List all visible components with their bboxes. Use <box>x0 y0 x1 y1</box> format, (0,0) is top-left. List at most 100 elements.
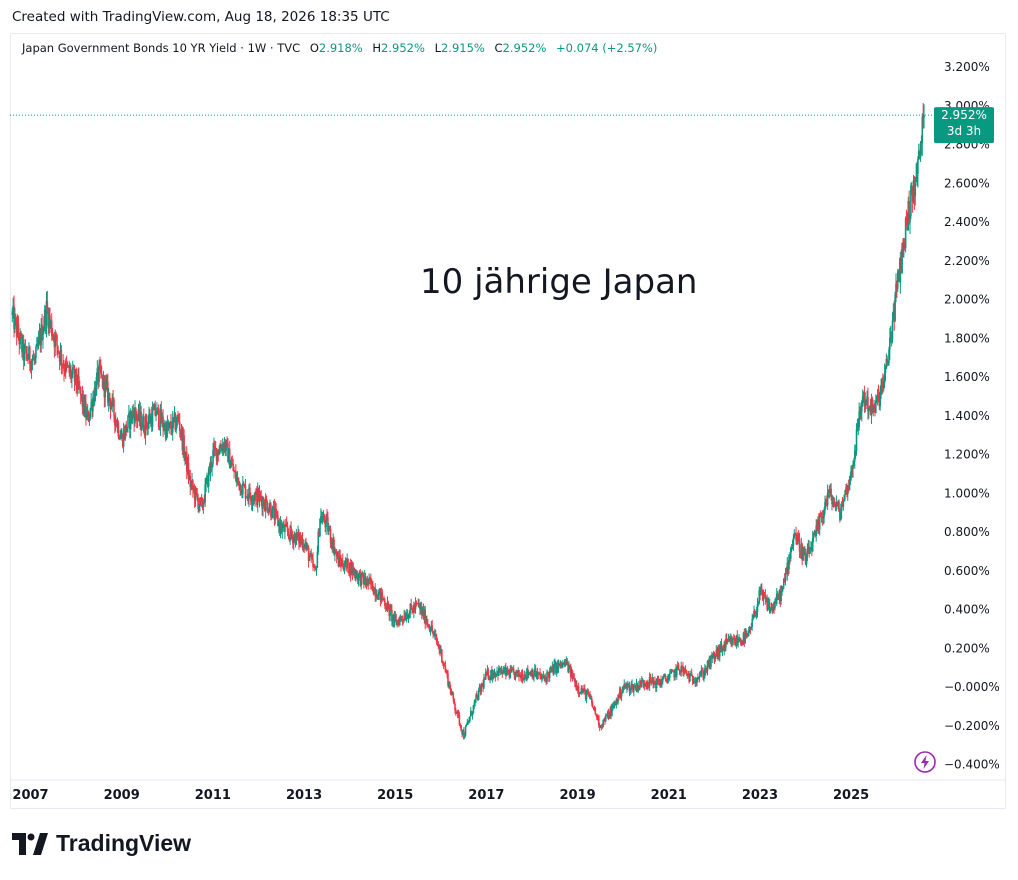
candle-body <box>549 668 552 671</box>
candle-body <box>662 675 665 678</box>
candle-body <box>89 408 92 418</box>
candle-body <box>236 477 239 479</box>
candle-body <box>806 548 809 556</box>
candle-body <box>150 415 153 427</box>
candle-body <box>496 670 498 674</box>
candle-body <box>901 243 903 273</box>
candle-body <box>775 600 777 604</box>
candle-body <box>846 487 848 495</box>
candle-body <box>205 482 207 485</box>
candle-body <box>891 320 894 339</box>
candle-body <box>636 683 639 691</box>
candle-body <box>16 323 19 337</box>
candle-body <box>665 678 668 681</box>
candle-body <box>356 574 359 581</box>
candle-body <box>134 408 136 424</box>
candle-body <box>694 681 697 683</box>
price-axis[interactable]: 3.200%3.000%2.800%2.600%2.400%2.200%2.00… <box>944 60 1000 771</box>
candle-body <box>857 427 860 429</box>
x-tick-label: 2007 <box>12 788 48 803</box>
candle-body <box>233 470 235 472</box>
candle-body <box>372 591 375 595</box>
candle-body <box>37 338 40 347</box>
candle-body <box>757 603 760 605</box>
candle-body <box>447 673 449 686</box>
candle-body <box>147 421 149 429</box>
lightning-icon[interactable] <box>913 750 937 774</box>
candle-body <box>142 416 145 433</box>
candle-body <box>781 588 783 591</box>
candle-body <box>46 300 49 311</box>
candle-body <box>541 677 543 679</box>
candle-body <box>877 394 880 397</box>
candle-body <box>747 630 750 637</box>
candle-body <box>234 471 236 473</box>
candle-body <box>180 428 183 435</box>
candle-body <box>593 707 596 709</box>
candle-body <box>780 590 782 602</box>
candle-body <box>851 465 853 470</box>
tradingview-logo[interactable]: TradingView <box>12 830 191 857</box>
candle-body <box>808 546 810 554</box>
candle-body <box>449 688 452 694</box>
candle-body <box>682 666 684 673</box>
candle-body <box>311 557 313 559</box>
legend-symbol[interactable]: Japan Government Bonds 10 YR Yield · 1W … <box>22 41 301 55</box>
candle-body <box>54 335 57 347</box>
candle-body <box>860 401 863 412</box>
candle-body <box>811 537 814 552</box>
bar-countdown: 3d 3h <box>947 124 981 138</box>
legend-open-label: O <box>309 41 319 55</box>
candle-body <box>392 615 395 622</box>
tradingview-wordmark: TradingView <box>56 830 192 856</box>
candle-body <box>516 670 519 674</box>
candle-body <box>803 553 805 556</box>
time-axis[interactable]: 2007 2009 2011 2013 2015 2017 2019 2021 2023 2025 <box>12 788 869 803</box>
candle-body <box>841 504 844 507</box>
candle-body <box>615 699 618 705</box>
candle-body <box>656 678 659 681</box>
candle-body <box>741 640 744 642</box>
candle-body <box>193 489 196 501</box>
candle-body <box>770 606 773 608</box>
candle-body <box>796 540 798 545</box>
candle-body <box>254 493 256 502</box>
candle-body <box>470 711 473 716</box>
candle-body <box>793 532 796 538</box>
candle-body <box>36 343 39 347</box>
candle-body <box>214 448 217 450</box>
candle-body <box>619 688 621 699</box>
candle-body <box>621 689 624 694</box>
candle-body <box>166 422 169 430</box>
candle-body <box>455 712 458 714</box>
candle-body <box>29 363 32 371</box>
candle-body <box>266 502 269 512</box>
candle-body <box>445 671 448 673</box>
candle-body <box>448 682 450 686</box>
candle-body <box>452 692 455 699</box>
candle-body <box>619 688 622 697</box>
candle-body <box>691 676 694 681</box>
candle-body <box>211 463 213 468</box>
candle-body <box>871 398 874 413</box>
last-price-tag: 2.952% 3d 3h <box>934 107 994 144</box>
candle-body <box>640 680 643 688</box>
candle-body <box>592 707 595 709</box>
candle-body <box>840 504 843 512</box>
candle-body <box>830 488 832 496</box>
candle-body <box>525 677 527 679</box>
candle-body <box>403 615 405 621</box>
candle-body <box>563 661 566 665</box>
candle-body <box>177 416 179 418</box>
candle-body <box>565 660 568 666</box>
candle-body <box>762 595 765 600</box>
candle-body <box>443 665 446 667</box>
candle-body <box>364 576 367 583</box>
candle-body <box>21 337 23 353</box>
candle-body <box>571 670 574 680</box>
candle-body <box>903 241 906 249</box>
candle-body <box>544 677 547 679</box>
candle-body <box>664 675 667 679</box>
candle-body <box>184 455 186 457</box>
